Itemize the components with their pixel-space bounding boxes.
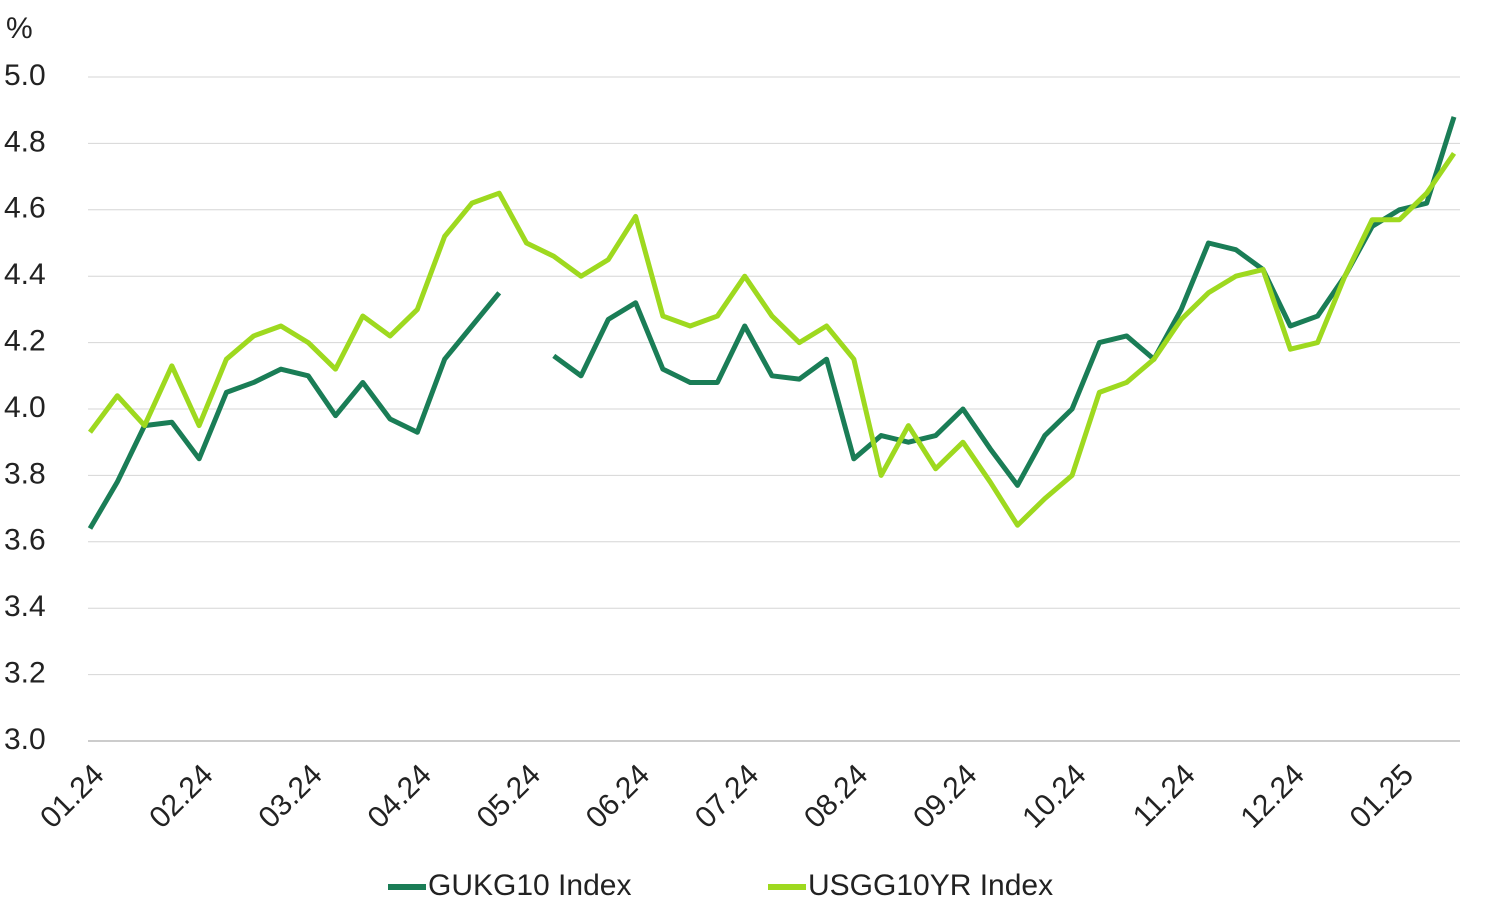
y-tick-label: 3.8 xyxy=(4,457,46,490)
x-tick-label: 04.24 xyxy=(361,758,437,834)
y-tick-label: 4.6 xyxy=(4,192,46,225)
x-tick-label: 08.24 xyxy=(798,758,874,834)
x-tick-label: 07.24 xyxy=(689,758,765,834)
y-tick-label: 3.6 xyxy=(4,524,46,557)
y-tick-label: 4.8 xyxy=(4,125,46,158)
y-tick-label: 3.2 xyxy=(4,657,46,690)
y-tick-label: 4.0 xyxy=(4,391,46,424)
x-tick-label: 01.24 xyxy=(34,758,110,834)
y-tick-label: 5.0 xyxy=(4,59,46,92)
x-tick-label: 01.25 xyxy=(1344,758,1420,834)
x-tick-label: 12.24 xyxy=(1234,758,1310,834)
legend-label: GUKG10 Index xyxy=(428,869,631,902)
x-tick-label: 05.24 xyxy=(471,758,547,834)
y-tick-label: 3.4 xyxy=(4,590,46,623)
legend-label: USGG10YR Index xyxy=(808,869,1053,902)
x-tick-label: 02.24 xyxy=(143,758,219,834)
series-line xyxy=(87,151,1457,528)
x-tick-label: 11.24 xyxy=(1127,758,1202,833)
y-tick-label: 4.4 xyxy=(4,258,46,291)
x-tick-label: 09.24 xyxy=(907,758,983,834)
x-tick-label: 03.24 xyxy=(252,758,328,834)
series-line xyxy=(87,291,502,530)
y-axis-label: % xyxy=(6,12,33,45)
y-tick-label: 4.2 xyxy=(4,325,46,358)
x-tick-label: 10.24 xyxy=(1016,758,1092,834)
series-line xyxy=(552,116,1457,488)
y-tick-label: 3.0 xyxy=(4,723,46,756)
x-tick-label: 06.24 xyxy=(580,758,656,834)
